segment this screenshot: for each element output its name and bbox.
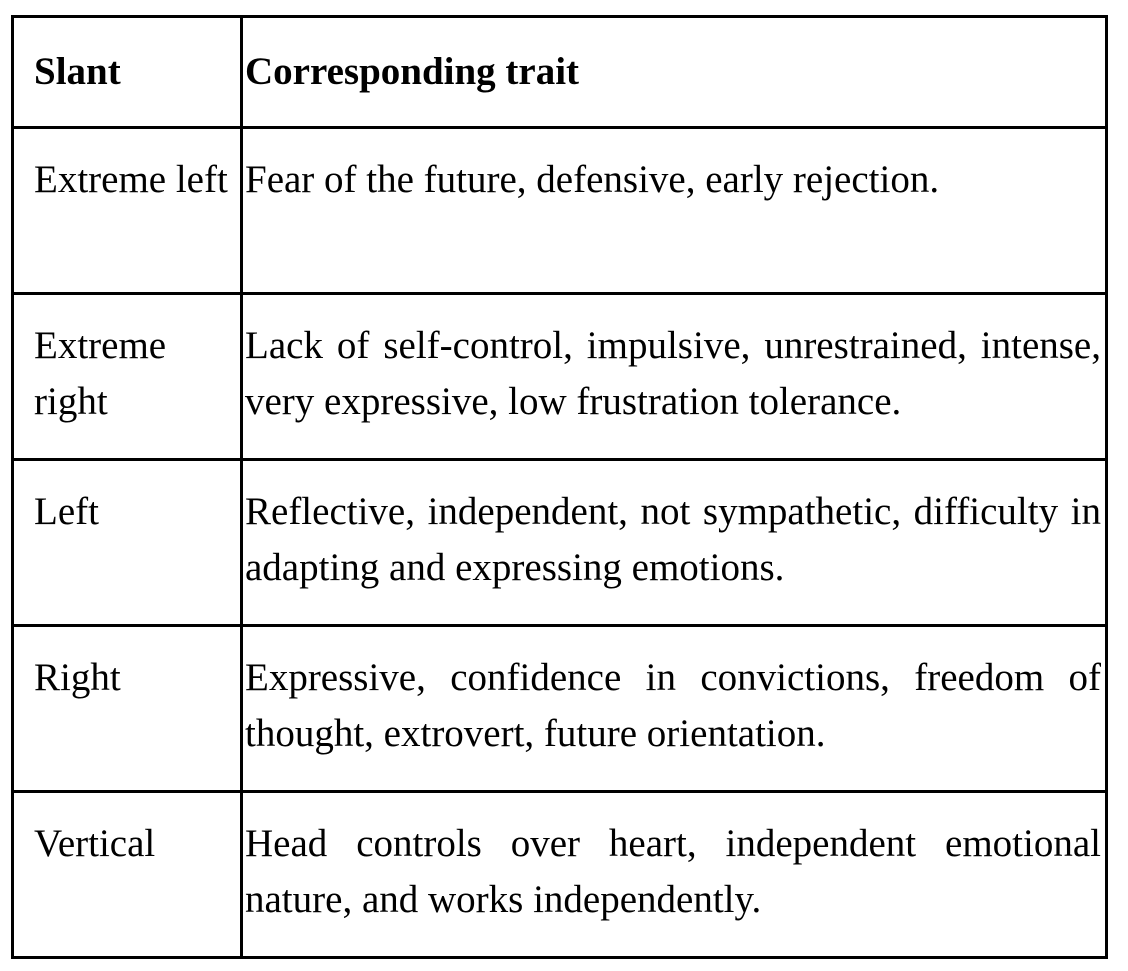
slant-cell: Right [11, 624, 243, 793]
table-row: Vertical Head controls over heart, indep… [11, 790, 1108, 959]
trait-cell: Head controls over heart, independent em… [240, 790, 1108, 959]
slant-cell: Extreme right [11, 292, 243, 461]
table-row: Extreme right Lack of self-control, impu… [11, 292, 1108, 461]
trait-cell: Fear of the future, defensive, early rej… [240, 126, 1108, 295]
table-body: Extreme left Fear of the future, defensi… [11, 126, 1108, 959]
table-header: Slant Corresponding trait [11, 15, 1108, 129]
trait-cell: Expressive, confidence in convictions, f… [240, 624, 1108, 793]
header-trait: Corresponding trait [240, 15, 1108, 129]
trait-cell: Lack of self-control, impulsive, unrestr… [240, 292, 1108, 461]
trait-cell: Reflective, independent, not sympathetic… [240, 458, 1108, 627]
table-row: Left Reflective, independent, not sympat… [11, 458, 1108, 627]
header-slant: Slant [11, 15, 243, 129]
table-row: Extreme left Fear of the future, defensi… [11, 126, 1108, 295]
slant-cell: Extreme left [11, 126, 243, 295]
slant-cell: Left [11, 458, 243, 627]
slant-cell: Vertical [11, 790, 243, 959]
header-row: Slant Corresponding trait [11, 15, 1108, 129]
slant-trait-table: Slant Corresponding trait Extreme left F… [11, 15, 1108, 959]
table-row: Right Expressive, confidence in convicti… [11, 624, 1108, 793]
